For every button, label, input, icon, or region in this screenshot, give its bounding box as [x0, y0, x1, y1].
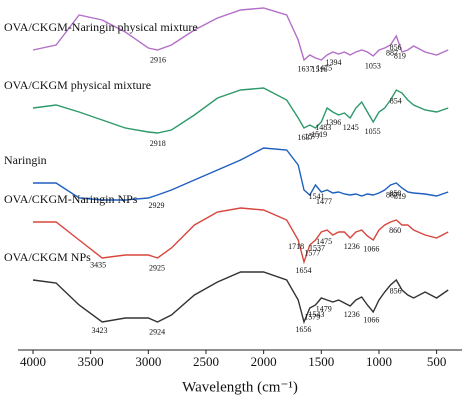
peak-label: 1236 — [344, 310, 360, 319]
peak-label: 3423 — [92, 326, 108, 335]
peak-label: 2924 — [149, 328, 165, 337]
spectrum-line — [32, 87, 449, 134]
peak-label: 2918 — [150, 139, 166, 148]
x-tick-label: 3000 — [135, 354, 161, 369]
peak-label: 1654 — [296, 266, 312, 275]
peak-label: 1475 — [316, 63, 332, 72]
series-label: OVA/CKGM-Naringin physical mixture — [4, 20, 198, 34]
series-label: OVA/CKGM NPs — [4, 250, 91, 264]
peak-label: 887 — [386, 48, 398, 57]
peak-label: 854 — [390, 97, 402, 106]
peak-label: 2916 — [150, 56, 166, 65]
x-tick-label: 500 — [427, 354, 447, 369]
peak-label: 860 — [389, 226, 401, 235]
spectrum-line — [32, 7, 449, 62]
peak-label: 1479 — [316, 305, 332, 314]
x-tick-label: 2000 — [251, 354, 277, 369]
series-label: Naringin — [4, 153, 47, 167]
peak-label: 1718 — [288, 242, 304, 251]
peak-label: 1245 — [343, 123, 359, 132]
peak-label: 1637 — [298, 65, 314, 74]
peak-label: 887 — [386, 190, 398, 199]
peak-label: 856 — [390, 43, 402, 52]
peak-label: 1656 — [295, 325, 311, 334]
peak-label: 3435 — [90, 261, 106, 270]
peak-label: 1579 — [304, 313, 320, 322]
x-axis-title: Wavelength (cm⁻¹) — [182, 379, 298, 395]
series-label: OVA/CKGM-Naringin NPs — [4, 192, 138, 206]
x-tick-label: 2500 — [193, 354, 219, 369]
peak-label: 1396 — [325, 118, 341, 127]
peak-label: 1394 — [326, 58, 342, 67]
peak-label: 1543 — [308, 310, 324, 319]
peak-label: 1577 — [304, 249, 320, 258]
peak-label: 858 — [389, 189, 401, 198]
peak-label: 1483 — [315, 123, 331, 132]
peak-label: 1516 — [311, 65, 327, 74]
peak-label: 1066 — [363, 245, 379, 254]
peak-label: 2925 — [149, 264, 165, 273]
x-tick-label: 4000 — [20, 354, 46, 369]
peak-label: 1477 — [316, 197, 332, 206]
spectrum-line — [33, 207, 449, 265]
peak-label: 1475 — [316, 237, 332, 246]
spectrum-line — [33, 147, 449, 201]
peak-label: 819 — [394, 52, 406, 61]
peak-label: 2929 — [149, 201, 165, 210]
peak-label: 1637 — [298, 133, 314, 142]
peak-label: 1053 — [365, 62, 381, 71]
series-label: OVA/CKGM physical mixture — [4, 78, 151, 92]
peak-label: 1519 — [311, 130, 327, 139]
peak-label: 856 — [390, 286, 402, 295]
x-tick-label: 1500 — [308, 354, 334, 369]
peak-label: 1236 — [344, 242, 360, 251]
peak-label: 1577 — [304, 132, 320, 141]
peak-label: 1066 — [363, 316, 379, 325]
peak-label: 1541 — [309, 192, 325, 201]
x-tick-label: 3500 — [78, 354, 104, 369]
peak-label: 1537 — [309, 244, 325, 253]
x-tick-label: 1000 — [366, 354, 392, 369]
peak-label: 819 — [394, 192, 406, 201]
spectrum-line — [32, 271, 449, 325]
peak-label: 1055 — [365, 127, 381, 136]
